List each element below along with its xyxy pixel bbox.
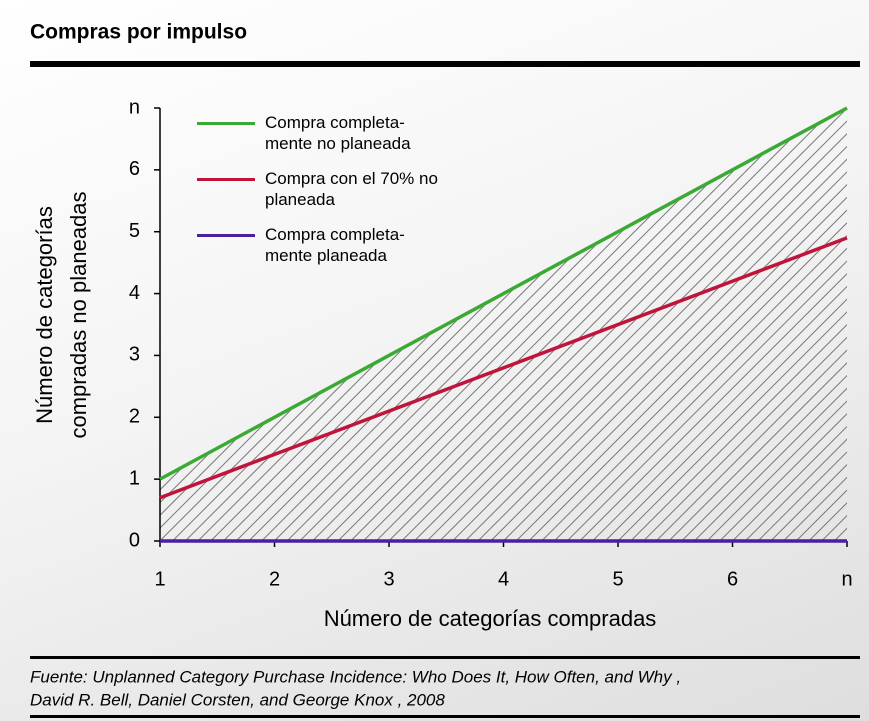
source: David R. Bell, Daniel Corsten, and Georg… xyxy=(30,690,445,709)
y-tick-label: 5 xyxy=(129,220,140,242)
x-tick-label: n xyxy=(841,568,852,590)
y-tick-label: 0 xyxy=(129,529,140,551)
rule xyxy=(30,715,860,718)
x-axis-title: Número de categorías compradas xyxy=(324,606,657,631)
y-tick-label: 1 xyxy=(129,467,140,489)
slide-title: Compras por impulso xyxy=(30,21,247,44)
legend-swatch xyxy=(197,234,255,237)
legend-label: Compra completa-mente no planeada xyxy=(265,113,411,153)
legend-label: Compra completa-mente planeada xyxy=(265,225,405,265)
x-tick-label: 4 xyxy=(498,568,509,590)
line-series xyxy=(159,106,848,481)
y-tick-label: 2 xyxy=(129,406,140,428)
line-series xyxy=(159,236,848,500)
legend: Compra completa-mente no planeada Compra … xyxy=(197,112,467,280)
legend-entry: Compra completa-mente no planeada xyxy=(197,112,467,154)
legend-swatch xyxy=(197,178,255,181)
rule xyxy=(30,656,860,659)
x-tick-label: 3 xyxy=(383,568,394,590)
y-tick-label: 3 xyxy=(129,344,140,366)
x-tick-label: 1 xyxy=(154,568,165,590)
x-tick-label: 5 xyxy=(612,568,623,590)
y-tick-label: 4 xyxy=(129,282,140,304)
legend-swatch xyxy=(197,122,255,125)
legend-entry: Compra completa-mente planeada xyxy=(197,224,467,266)
x-tick-label: 6 xyxy=(727,568,738,590)
y-tick-label: n xyxy=(129,96,140,118)
legend-entry: Compra con el 70% no planeada xyxy=(197,168,467,210)
x-tick-label: 2 xyxy=(269,568,280,590)
y-axis-title: compradas no planeadas xyxy=(66,191,91,438)
y-tick-label: 6 xyxy=(129,158,140,180)
source: Fuente: Unplanned Category Purchase Inci… xyxy=(30,667,681,686)
y-axis-title: Número de categorías xyxy=(32,206,57,424)
legend-label: Compra con el 70% no planeada xyxy=(265,169,438,209)
rule xyxy=(30,61,860,67)
